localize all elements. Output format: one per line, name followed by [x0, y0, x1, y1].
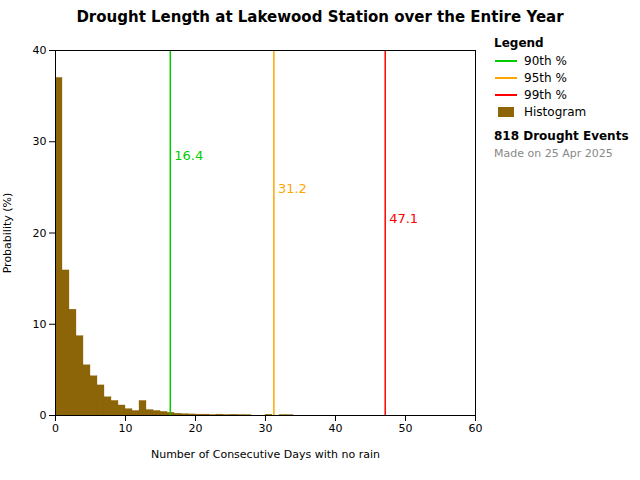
svg-text:Number of Consecutive Days wit: Number of Consecutive Days with no rain — [151, 448, 380, 461]
svg-text:30: 30 — [33, 135, 47, 148]
svg-text:40: 40 — [33, 44, 47, 57]
html-text:Histogram: Histogram — [524, 105, 587, 119]
html-text:Drought Length at Lakewood Sta: Drought Length at Lakewood Station over … — [76, 8, 564, 26]
svg-text:40: 40 — [329, 422, 343, 435]
svg-text:31.2: 31.2 — [278, 181, 307, 196]
svg-text:60: 60 — [469, 422, 483, 435]
svg-text:10: 10 — [119, 422, 133, 435]
svg-text:47.1: 47.1 — [389, 211, 418, 226]
html-text:Legend: Legend — [494, 36, 544, 50]
svg-text:10: 10 — [33, 318, 47, 331]
html-text:95th %: 95th % — [524, 71, 567, 85]
svg-text:16.4: 16.4 — [174, 148, 203, 163]
svg-text:Probability (%): Probability (%) — [1, 193, 14, 274]
svg-text:50: 50 — [399, 422, 413, 435]
svg-text:0: 0 — [52, 422, 59, 435]
html-text:818 Drought Events: 818 Drought Events — [494, 129, 629, 143]
svg-text:20: 20 — [33, 227, 47, 240]
html-text:90th %: 90th % — [524, 54, 567, 68]
svg-text:20: 20 — [189, 422, 203, 435]
html-text:Made on 25 Apr 2025: Made on 25 Apr 2025 — [494, 147, 613, 160]
svg-text:30: 30 — [259, 422, 273, 435]
html-text:99th %: 99th % — [524, 88, 567, 102]
svg-text:0: 0 — [40, 409, 47, 422]
